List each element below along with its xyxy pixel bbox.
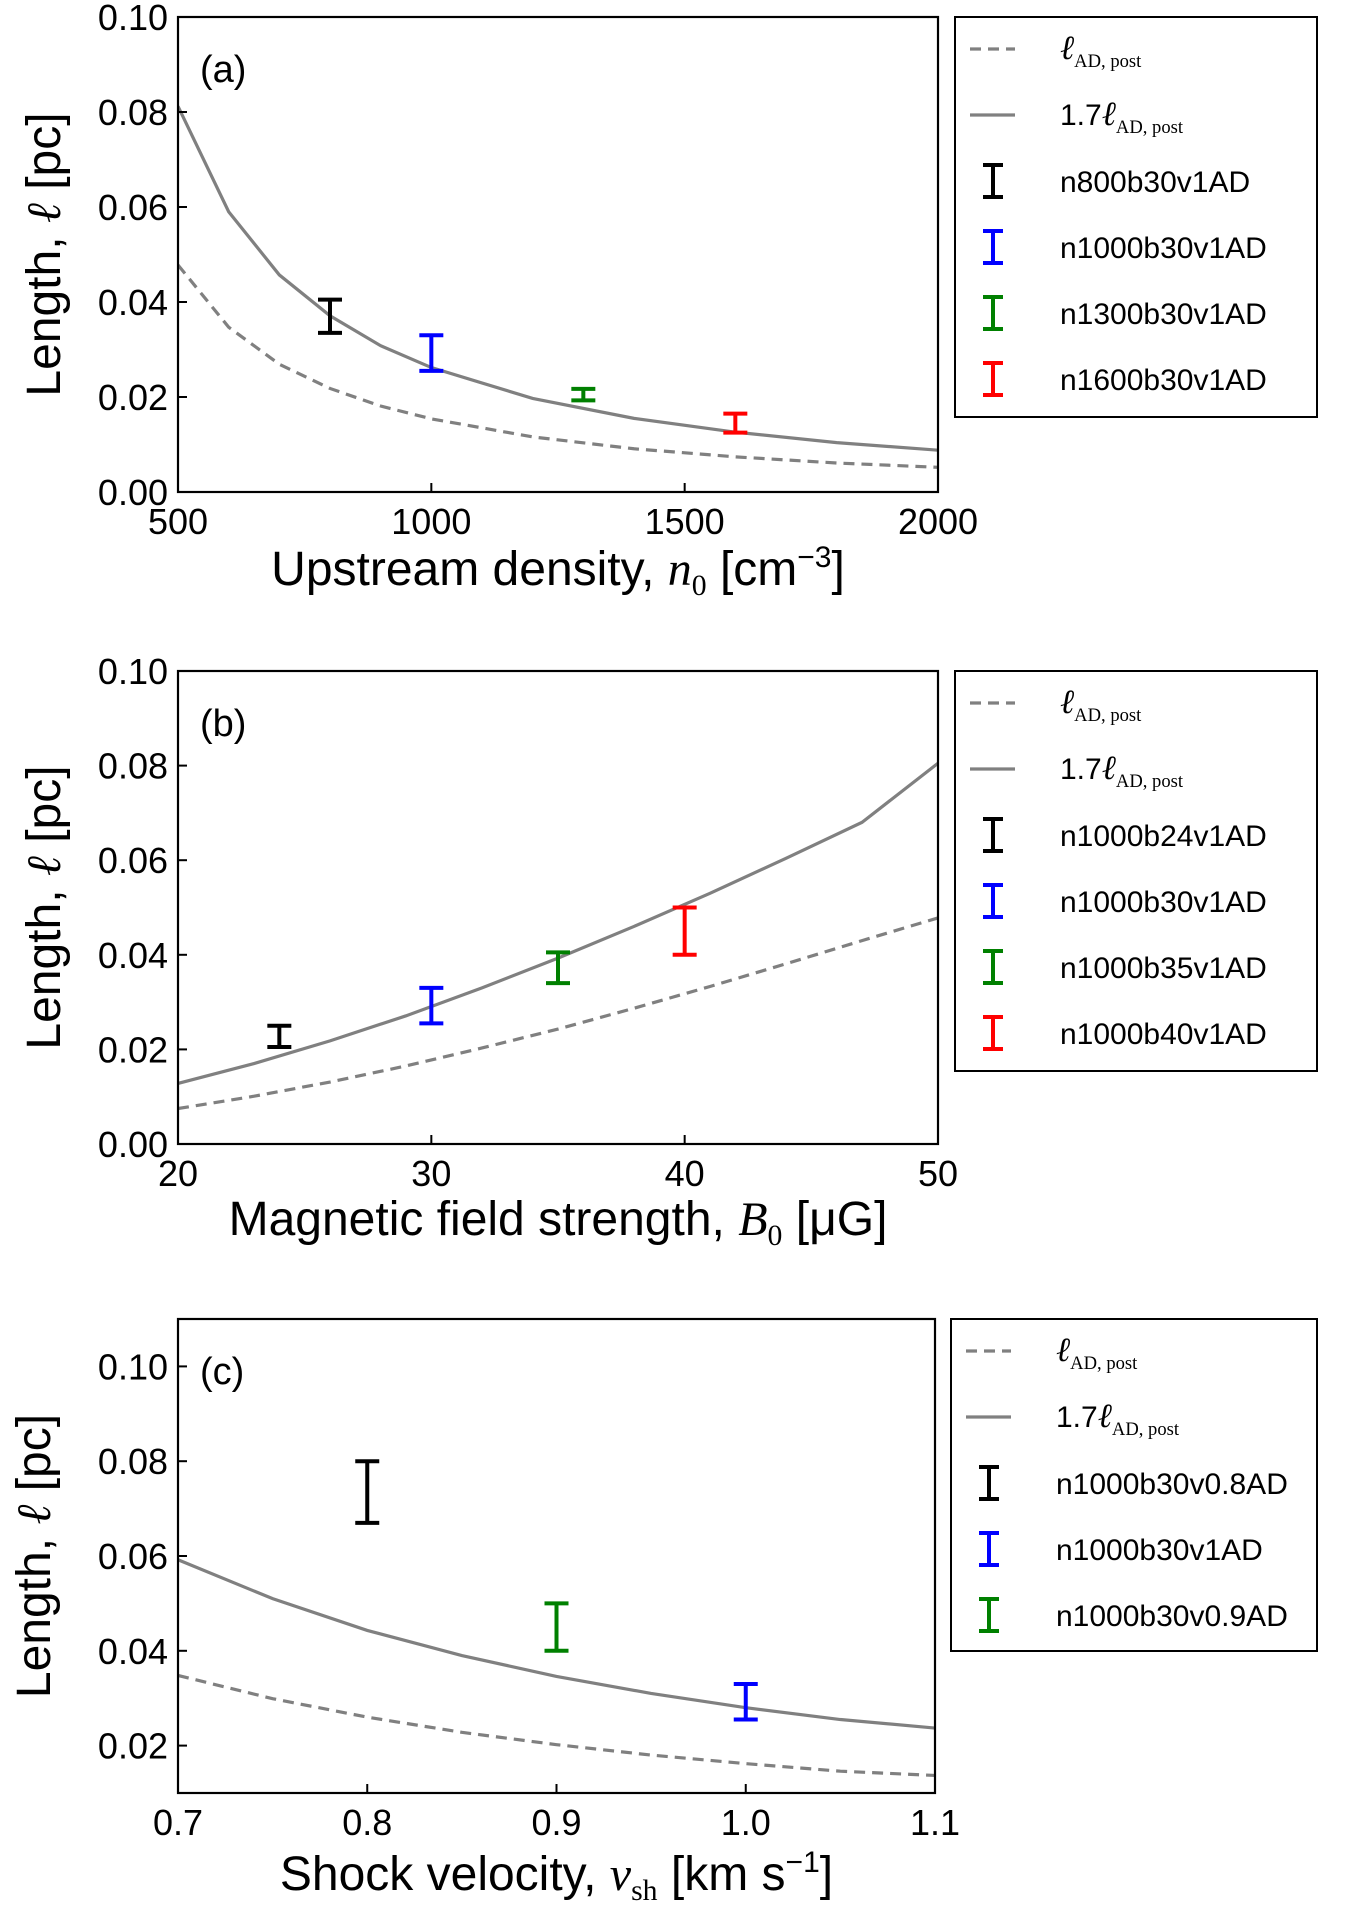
legend-label: n1000b35v1AD bbox=[1060, 952, 1267, 985]
legend-label: n1600b30v1AD bbox=[1060, 364, 1267, 397]
x-axis-title: Shock velocity, vsh [km s−1] bbox=[280, 1846, 833, 1906]
x-axis-title: Upstream density, n0 [cm−3] bbox=[271, 541, 845, 602]
y-axis-title: Length, ℓ [pc] bbox=[18, 765, 71, 1049]
curve-1.7-l-ad-post bbox=[178, 1558, 935, 1730]
x-tick-label: 1000 bbox=[391, 501, 471, 542]
errorbar-n1000b30v1AD bbox=[733, 1681, 758, 1722]
legend-label: n800b30v1AD bbox=[1060, 166, 1250, 199]
legend-frame bbox=[954, 16, 1318, 418]
legend-label: n1000b30v1AD bbox=[1060, 232, 1267, 265]
legend-label: n1000b24v1AD bbox=[1060, 820, 1267, 853]
errorbar-n1300b30v1AD bbox=[571, 386, 596, 403]
panel-label: (c) bbox=[200, 1351, 244, 1393]
y-tick-label: 0.06 bbox=[98, 1536, 168, 1577]
errorbar-n1000b30v1AD bbox=[419, 333, 444, 373]
x-tick-label: 50 bbox=[918, 1153, 958, 1194]
errorbar-n1000b40v1AD bbox=[672, 905, 697, 957]
legend-label: 1.7ℓAD, post bbox=[1060, 750, 1184, 792]
x-tick-label: 2000 bbox=[898, 501, 978, 542]
x-tick-label: 1500 bbox=[645, 501, 725, 542]
y-axis-title: Length, ℓ [pc] bbox=[18, 112, 71, 396]
legend-label: n1300b30v1AD bbox=[1060, 298, 1267, 331]
plot-frame bbox=[176, 1317, 937, 1795]
plot-frame bbox=[176, 669, 940, 1146]
y-tick-label: 0.02 bbox=[98, 1029, 168, 1070]
y-tick-label: 0.04 bbox=[98, 1631, 168, 1672]
x-tick-label: 30 bbox=[411, 1153, 451, 1194]
legend-label: n1000b30v1AD bbox=[1056, 1534, 1263, 1567]
x-tick-label: 0.7 bbox=[153, 1802, 203, 1843]
legend: ℓAD, post 1.7ℓAD, post n1000b30v0.8AD n1000… bbox=[950, 1318, 1318, 1652]
chart-panel-2: 20 30 40 50 0.00 0.02 0.04 0.06 0.08 0.10 (b) Magne… bbox=[18, 651, 1318, 1252]
plot-frame bbox=[176, 15, 940, 494]
y-tick-label: 0.10 bbox=[98, 1346, 168, 1387]
errorbar-n1000b30v0.9AD bbox=[544, 1601, 569, 1653]
x-tick-label: 1.0 bbox=[721, 1802, 771, 1843]
legend-label: ℓAD, post bbox=[1060, 30, 1142, 72]
x-tick-label: 0.9 bbox=[531, 1802, 581, 1843]
x-tick-label: 0.8 bbox=[342, 1802, 392, 1843]
y-tick-label: 0.00 bbox=[98, 472, 168, 513]
x-tick-label: 40 bbox=[665, 1153, 705, 1194]
y-tick-label: 0.10 bbox=[98, 651, 168, 692]
legend-label: n1000b30v0.8AD bbox=[1056, 1468, 1288, 1501]
legend-label: 1.7ℓAD, post bbox=[1056, 1398, 1180, 1440]
y-tick-label: 0.02 bbox=[98, 1726, 168, 1767]
y-tick-label: 0.10 bbox=[98, 0, 168, 38]
y-axis-title: Length, ℓ [pc] bbox=[8, 1414, 61, 1698]
y-tick-label: 0.06 bbox=[98, 187, 168, 228]
errorbar-n1600b30v1AD bbox=[723, 411, 748, 435]
legend: ℓAD, post 1.7ℓAD, post n800b30v1AD n1000b30… bbox=[954, 16, 1318, 418]
x-axis-title: Magnetic field strength, B0 [μG] bbox=[229, 1193, 888, 1252]
curve-1.7-l-ad-post bbox=[178, 105, 938, 452]
curve-l-ad-post bbox=[178, 263, 938, 469]
legend-label: 1.7ℓAD, post bbox=[1060, 96, 1184, 138]
legend-label: n1000b40v1AD bbox=[1060, 1018, 1267, 1051]
chart-panel-1: 500 1000 1500 2000 0.00 0.02 0.04 0.06 0.08 0.10 (… bbox=[18, 0, 1318, 602]
y-tick-label: 0.04 bbox=[98, 282, 168, 323]
y-tick-label: 0.08 bbox=[98, 92, 168, 133]
errorbar-n1000b30v0.8AD bbox=[355, 1459, 380, 1525]
y-tick-label: 0.02 bbox=[98, 377, 168, 418]
legend-frame bbox=[954, 670, 1318, 1072]
errorbar-n800b30v1AD bbox=[318, 297, 342, 335]
y-tick-label: 0.04 bbox=[98, 935, 168, 976]
curve-l-ad-post bbox=[178, 1673, 935, 1778]
legend-frame bbox=[950, 1318, 1318, 1652]
y-tick-label: 0.00 bbox=[98, 1124, 168, 1165]
chart-panel-3: 0.7 0.8 0.9 1.0 1.1 0.02 0.04 0.06 0.08 0.10 (c) Sh… bbox=[8, 1317, 1318, 1906]
y-tick-label: 0.08 bbox=[98, 746, 168, 787]
errorbar-n1000b35v1AD bbox=[546, 950, 570, 986]
curve-l-ad-post bbox=[178, 916, 938, 1111]
errorbar-n1000b30v1AD bbox=[419, 985, 444, 1026]
legend-label: ℓAD, post bbox=[1056, 1332, 1138, 1374]
x-tick-label: 500 bbox=[148, 501, 208, 542]
errorbar-n1000b24v1AD bbox=[267, 1023, 292, 1050]
y-tick-label: 0.06 bbox=[98, 840, 168, 881]
x-tick-label: 1.1 bbox=[910, 1802, 960, 1843]
legend-label: ℓAD, post bbox=[1060, 684, 1142, 726]
legend: ℓAD, post 1.7ℓAD, post n1000b24v1AD n1000b3… bbox=[954, 670, 1318, 1072]
legend-label: n1000b30v0.9AD bbox=[1056, 1600, 1288, 1633]
curve-1.7-l-ad-post bbox=[178, 761, 938, 1086]
panel-label: (a) bbox=[200, 49, 246, 91]
y-tick-label: 0.08 bbox=[98, 1441, 168, 1482]
panel-label: (b) bbox=[200, 703, 246, 745]
legend-label: n1000b30v1AD bbox=[1060, 886, 1267, 919]
x-tick-label: 20 bbox=[158, 1153, 198, 1194]
